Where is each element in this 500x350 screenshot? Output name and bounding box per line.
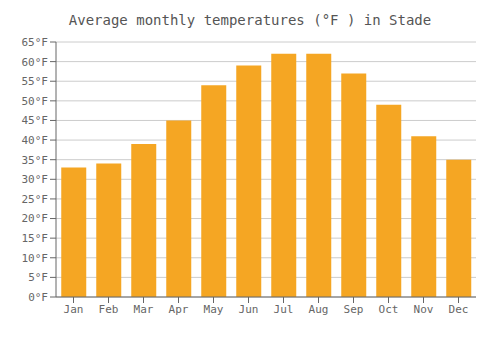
svg-text:45°F: 45°F [22, 114, 49, 127]
svg-text:50°F: 50°F [22, 95, 49, 108]
svg-text:Oct: Oct [379, 303, 399, 316]
svg-text:Jul: Jul [274, 303, 294, 316]
svg-text:Mar: Mar [134, 303, 154, 316]
svg-text:Dec: Dec [449, 303, 469, 316]
svg-text:60°F: 60°F [22, 56, 49, 69]
svg-text:Jan: Jan [64, 303, 84, 316]
svg-text:20°F: 20°F [22, 212, 49, 225]
svg-text:40°F: 40°F [22, 134, 49, 147]
svg-text:Apr: Apr [169, 303, 189, 316]
svg-text:15°F: 15°F [22, 232, 49, 245]
svg-text:35°F: 35°F [22, 154, 49, 167]
svg-text:Aug: Aug [309, 303, 329, 316]
svg-text:30°F: 30°F [22, 173, 49, 186]
svg-text:May: May [204, 303, 224, 316]
svg-text:Feb: Feb [99, 303, 119, 316]
svg-text:0°F: 0°F [28, 291, 48, 304]
svg-text:Nov: Nov [414, 303, 434, 316]
svg-text:Jun: Jun [239, 303, 259, 316]
svg-text:25°F: 25°F [22, 193, 49, 206]
svg-text:65°F: 65°F [22, 36, 49, 49]
svg-text:Sep: Sep [344, 303, 364, 316]
html-text:Average monthly temperatures (: Average monthly temperatures (°F ) in St… [68, 12, 432, 28]
svg-text:10°F: 10°F [22, 252, 49, 265]
svg-text:5°F: 5°F [28, 271, 48, 284]
svg-text:55°F: 55°F [22, 75, 49, 88]
